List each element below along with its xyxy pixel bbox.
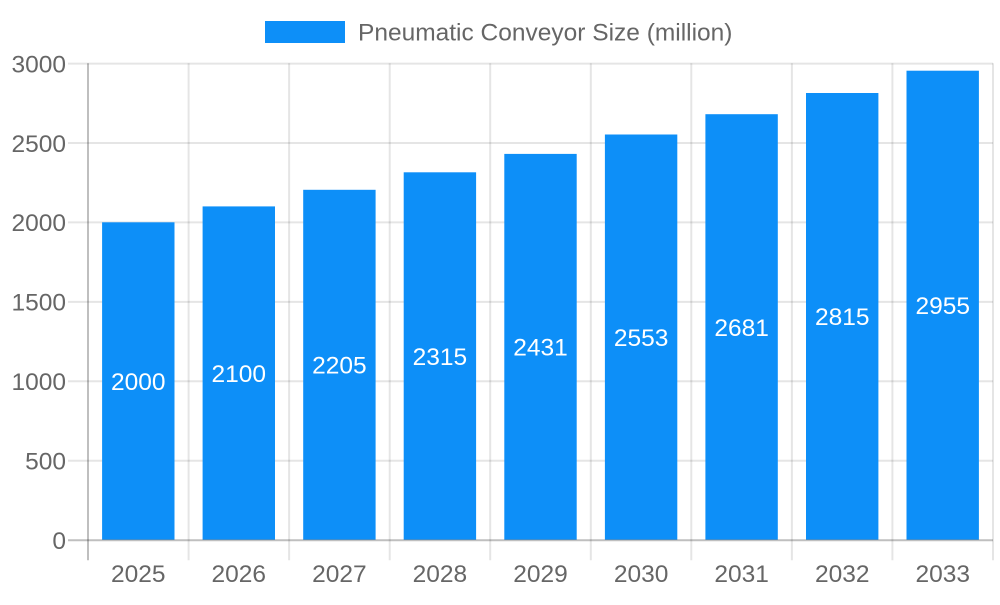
svg-text:2431: 2431: [513, 335, 568, 362]
svg-text:2031: 2031: [714, 561, 769, 588]
svg-text:2553: 2553: [614, 325, 669, 352]
svg-text:2955: 2955: [915, 293, 970, 320]
svg-text:2032: 2032: [815, 561, 870, 588]
svg-text:2500: 2500: [11, 131, 66, 158]
svg-text:Pneumatic Conveyor Size (milli: Pneumatic Conveyor Size (million): [358, 20, 732, 47]
svg-text:2029: 2029: [513, 561, 568, 588]
svg-text:1500: 1500: [11, 290, 66, 317]
svg-text:2315: 2315: [413, 344, 468, 371]
svg-text:500: 500: [25, 449, 66, 476]
svg-text:2028: 2028: [413, 561, 468, 588]
svg-text:2000: 2000: [111, 369, 166, 396]
svg-text:2100: 2100: [212, 361, 267, 388]
svg-text:3000: 3000: [11, 51, 66, 78]
svg-text:2030: 2030: [614, 561, 669, 588]
svg-text:1000: 1000: [11, 369, 66, 396]
svg-text:2025: 2025: [111, 561, 166, 588]
svg-text:2681: 2681: [714, 315, 769, 342]
svg-text:2026: 2026: [212, 561, 267, 588]
svg-text:2815: 2815: [815, 304, 870, 331]
svg-text:0: 0: [52, 528, 66, 555]
svg-text:2205: 2205: [312, 353, 367, 380]
svg-text:2027: 2027: [312, 561, 367, 588]
svg-text:2000: 2000: [11, 210, 66, 237]
svg-text:2033: 2033: [915, 561, 970, 588]
